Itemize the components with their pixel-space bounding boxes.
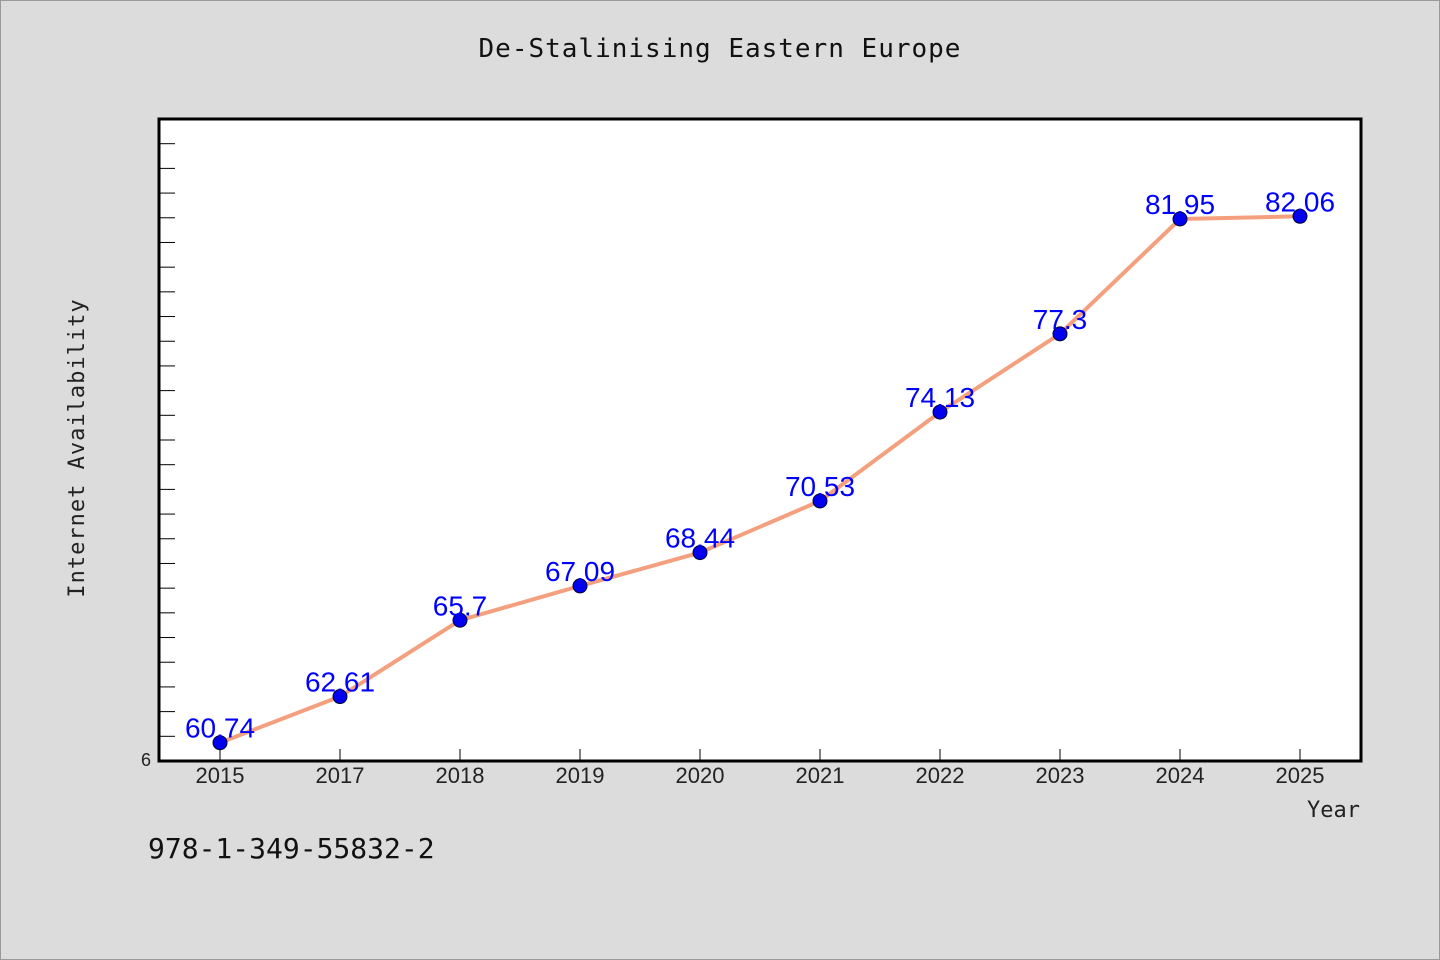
- data-point: [452, 612, 468, 628]
- x-tick-label: 2024: [1156, 763, 1205, 788]
- plot-area: [157, 117, 1363, 763]
- series-line: [218, 214, 1302, 745]
- data-point: [1292, 208, 1308, 224]
- data-point: [932, 404, 948, 420]
- data-point: [1052, 326, 1068, 342]
- x-tick-label: 2021: [796, 763, 845, 788]
- y-axis-label: Internet Availability: [65, 298, 90, 597]
- data-point: [812, 493, 828, 509]
- data-label: 70.53: [785, 471, 855, 502]
- data-label: 67.09: [545, 556, 615, 587]
- x-tick-label: 2022: [916, 763, 965, 788]
- data-point: [332, 689, 348, 705]
- x-tick-label: 2019: [556, 763, 605, 788]
- x-tick-label: 2025: [1276, 763, 1325, 788]
- data-labels: 60.74 62.61 65.7 67.09 68.44 70.53 74.13 77.3 81…: [185, 186, 1335, 743]
- data-points: [212, 208, 1308, 751]
- x-axis: 2015 2017 2018 2019 2020 2021 2022 2023 2024 2025: [196, 749, 1325, 788]
- data-label: 77.3: [1033, 304, 1088, 335]
- x-tick-label: 2015: [196, 763, 245, 788]
- data-label: 62.61: [305, 667, 375, 698]
- y-axis-ticks: [159, 143, 175, 737]
- data-label: 81.95: [1145, 189, 1215, 220]
- data-point: [572, 578, 588, 594]
- data-label: 60.74: [185, 713, 255, 744]
- x-axis-label: Year: [1307, 798, 1360, 823]
- x-tick-label: 2020: [676, 763, 725, 788]
- x-tick-label: 2017: [316, 763, 365, 788]
- x-tick-label: 2023: [1036, 763, 1085, 788]
- data-label: 82.06: [1265, 186, 1335, 217]
- data-point: [1172, 211, 1188, 227]
- data-label: 65.7: [433, 590, 488, 621]
- data-label: 74.13: [905, 382, 975, 413]
- data-label: 68.44: [665, 523, 735, 554]
- data-point: [212, 735, 228, 751]
- x-tick-label: 2018: [436, 763, 485, 788]
- footer-code: 978-1-349-55832-2: [148, 832, 435, 865]
- data-point: [692, 545, 708, 561]
- y-tick-label: 6: [141, 750, 151, 770]
- chart-title: De-Stalinising Eastern Europe: [478, 34, 962, 64]
